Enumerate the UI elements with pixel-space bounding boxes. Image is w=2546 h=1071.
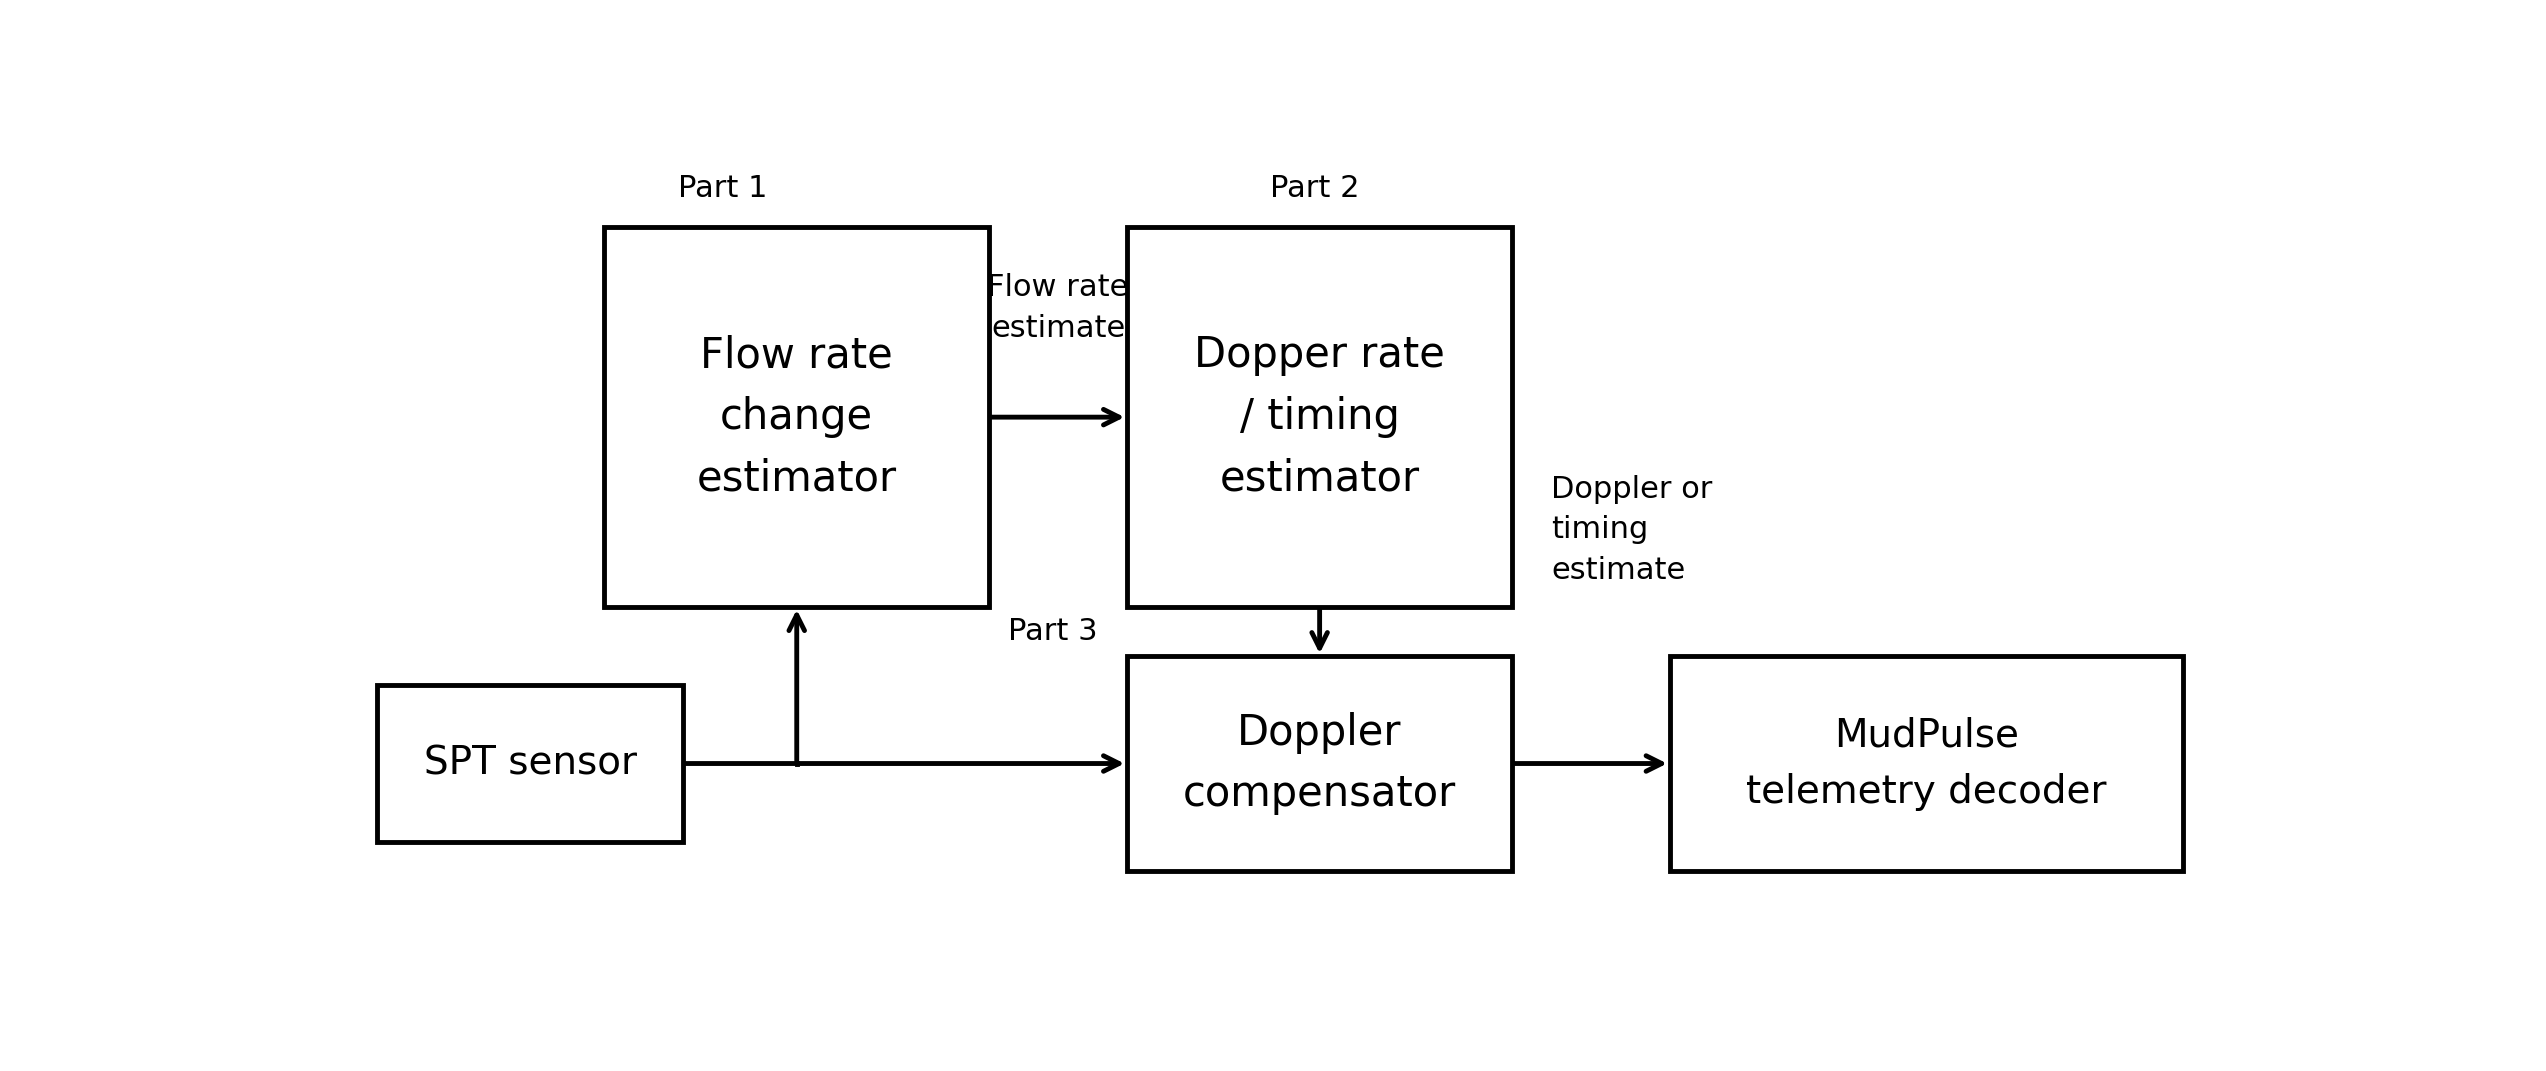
Bar	[603, 227, 988, 607]
Bar	[1128, 227, 1512, 607]
Text: Doppler or
timing
estimate: Doppler or timing estimate	[1551, 474, 1713, 585]
Text: Part 3: Part 3	[1008, 617, 1097, 646]
Text: Dopper rate
/ timing
estimator: Dopper rate / timing estimator	[1194, 334, 1446, 500]
Text: Flow rate
change
estimator: Flow rate change estimator	[698, 334, 896, 500]
Bar	[1670, 657, 2182, 871]
Bar	[1128, 657, 1512, 871]
Text: MudPulse
telemetry decoder: MudPulse telemetry decoder	[1747, 716, 2106, 811]
Text: SPT sensor: SPT sensor	[423, 744, 636, 783]
Text: Part 1: Part 1	[677, 174, 766, 202]
Bar	[377, 685, 682, 842]
Text: Doppler
compensator: Doppler compensator	[1184, 711, 1456, 815]
Text: Part 2: Part 2	[1270, 174, 1360, 202]
Text: Flow rate
estimate: Flow rate estimate	[988, 273, 1128, 343]
